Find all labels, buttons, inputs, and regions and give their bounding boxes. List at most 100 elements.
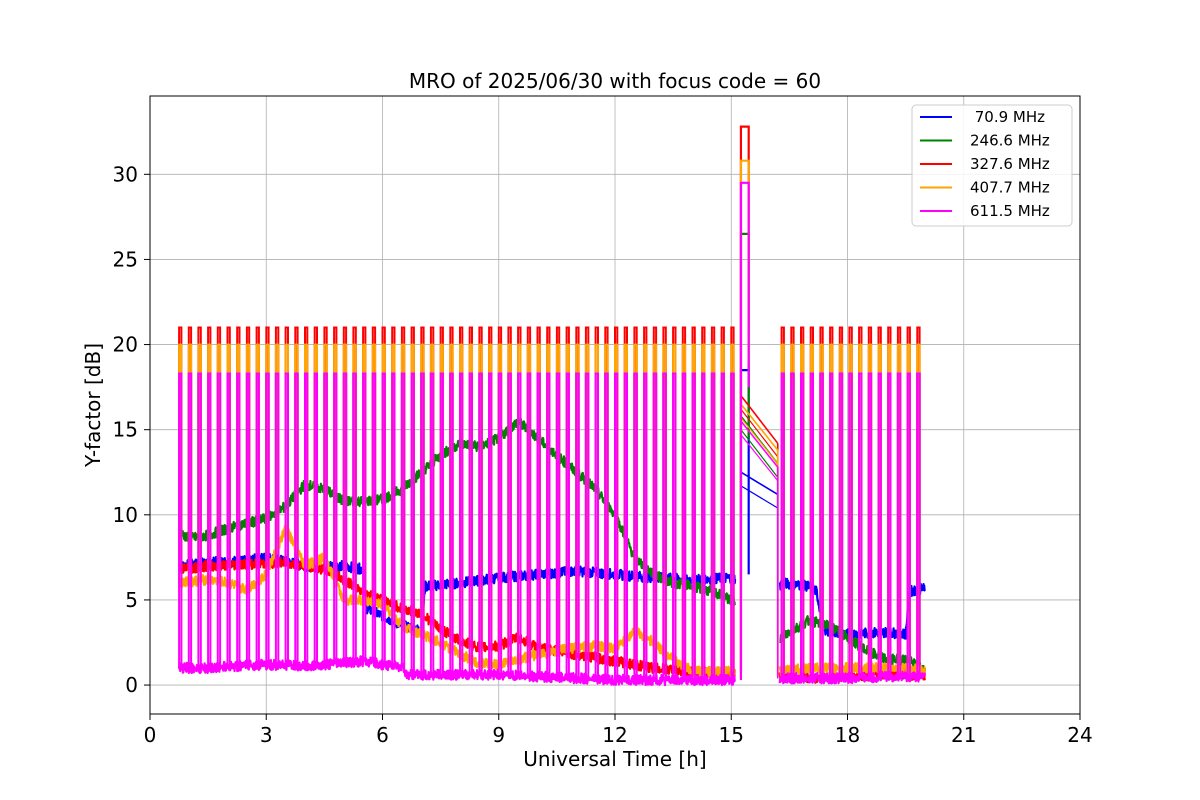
legend-box [911,104,1073,227]
x-tick-label: 24 [1067,723,1092,747]
x-axis: 0 3 6 9 12 15 18 21 24 [144,714,1093,747]
x-axis-label: Universal Time [h] [523,747,706,771]
legend-label: 327.6 MHz [970,155,1050,173]
series-pulse [391,372,396,666]
y-tick-label: 30 [113,162,138,186]
series-pulse [226,372,231,667]
series-pulse [575,372,580,679]
y-tick-label: 10 [113,503,138,527]
series-4 [178,181,927,687]
series-pulse [887,372,892,677]
x-tick-label: 21 [951,723,976,747]
series-decay [740,408,779,458]
series-pulse [400,372,406,672]
series-pulse [701,372,706,680]
series-pulse [858,372,863,678]
series-pulse [877,372,882,677]
x-tick-label: 12 [602,723,627,747]
series-pulse [517,372,522,676]
series-pulse [565,372,570,678]
series-pulse [780,372,785,679]
series-decay [740,395,779,444]
series-pulse [906,372,911,677]
series-pulse [207,372,212,668]
series-pulse [584,372,590,679]
series-pulse [449,372,454,675]
series-spike [739,181,750,680]
series-pulse [429,372,435,675]
series-pulse [838,372,844,679]
y-tick-label: 0 [125,673,138,697]
y-tick-label: 5 [125,588,138,612]
series-pulse [352,372,357,663]
series-pulse [362,372,367,662]
series-pulse [313,372,318,666]
y-axis-label: Y-factor [dB] [81,343,105,468]
series-pulse [459,372,464,675]
series-pulse [896,372,902,677]
series-pulse [410,372,415,675]
series-pulse [526,372,532,677]
series-pulse [643,372,648,680]
series-pulse [255,372,260,666]
series-pulse [681,372,687,680]
series-pulse [594,372,599,680]
series-pulse [187,372,193,668]
series-pulse [633,372,638,680]
series-pulse [546,372,551,678]
series-pulse [381,372,386,665]
series-line [178,417,736,606]
series-decay [740,429,779,478]
series-pulse [216,372,222,668]
series-pulse [197,372,202,668]
x-tick-label: 3 [260,723,273,747]
series-pulse [800,372,805,679]
series-pulse [730,372,735,680]
legend-label: 611.5 MHz [970,202,1050,220]
series-pulse [478,372,483,675]
series-pulse [274,372,280,666]
series-pulse [294,372,299,666]
series-pulse [720,372,725,680]
series-pulse [488,372,493,675]
series-decay [740,417,779,465]
series-pulse [245,372,251,666]
series-pulse [468,372,473,675]
series-pulse [916,372,921,677]
legend: 70.9 MHz 246.6 MHz 327.6 MHz 407.7 MHz 611.5… [911,104,1073,227]
series-pulse [652,372,658,680]
series-decay [740,403,779,451]
series-pulse [710,372,716,680]
series-layer [178,125,927,687]
series-pulse [867,372,873,678]
series-pulse [536,372,541,677]
series-decay [740,471,779,496]
series-pulse [236,372,241,666]
series-decay [740,485,779,509]
series-pulse [507,372,512,676]
series-line [778,670,927,685]
x-tick-label: 15 [719,723,744,747]
series-line [178,655,736,687]
x-tick-label: 6 [376,723,389,747]
series-line [178,556,737,680]
series-pulse [790,372,795,679]
series-pulse [371,372,377,664]
series-pulse [614,372,619,680]
series-pulse [333,372,338,664]
series-pulse [662,372,667,680]
series-decay [740,434,779,482]
x-tick-label: 18 [835,723,860,747]
series-pulse [623,372,628,680]
series-pulse [304,372,309,667]
series-pulse [819,372,824,679]
legend-label: 407.7 MHz [970,179,1050,197]
series-pulse [342,372,348,663]
series-pulse [555,372,561,678]
chart-title: MRO of 2025/06/30 with focus code = 60 [409,69,821,93]
series-pulse [604,372,609,680]
series-pulse [420,372,425,675]
series-pulse [809,372,814,679]
y-tick-label: 20 [113,333,138,357]
